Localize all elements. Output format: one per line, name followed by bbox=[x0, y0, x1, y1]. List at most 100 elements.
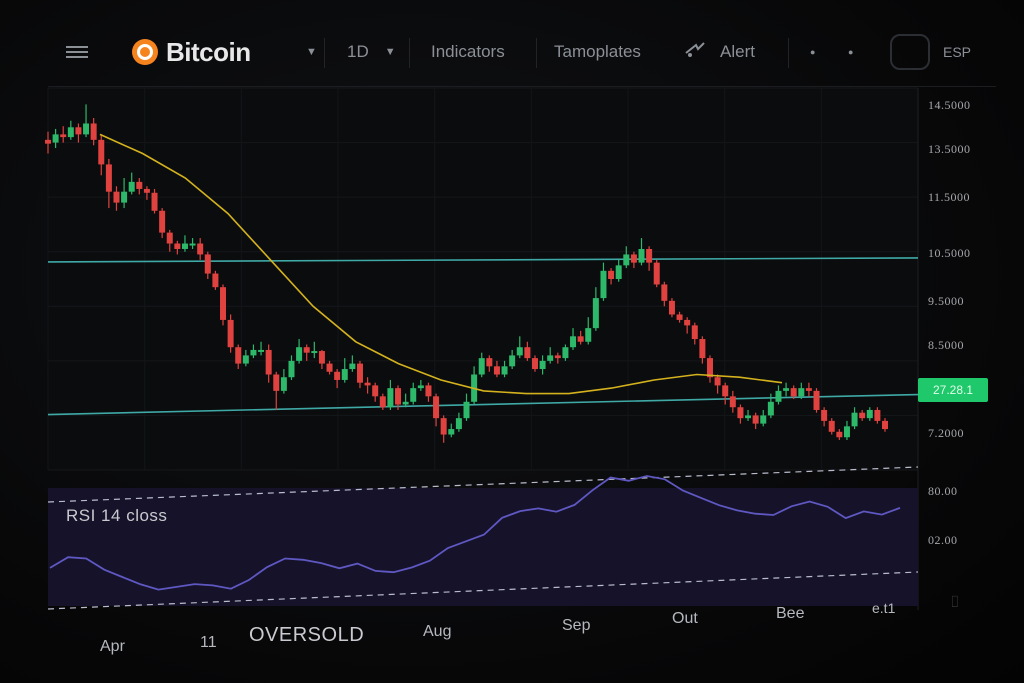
candle-body bbox=[136, 181, 143, 189]
candle-body bbox=[372, 385, 379, 397]
candle-body bbox=[752, 415, 759, 424]
alert-label: Alert bbox=[720, 42, 755, 61]
current-price-tag: 27.28.1 bbox=[918, 378, 988, 402]
fullscreen-button[interactable] bbox=[890, 18, 930, 86]
candle-body bbox=[143, 188, 150, 193]
alert-button[interactable]: Alert bbox=[684, 18, 755, 86]
candle-body bbox=[83, 123, 90, 135]
candle-body bbox=[425, 385, 432, 397]
candle-body bbox=[265, 349, 272, 375]
candle-body bbox=[197, 243, 204, 255]
candle-body bbox=[554, 355, 561, 359]
candle-body bbox=[661, 284, 668, 301]
candle-body bbox=[151, 192, 158, 211]
candle-body bbox=[836, 431, 843, 438]
candle-body bbox=[356, 363, 363, 383]
candle-body bbox=[866, 409, 873, 419]
candle-body bbox=[714, 377, 721, 386]
candle-body bbox=[600, 270, 607, 299]
candle-body bbox=[455, 418, 462, 430]
x-tick-label: Bee bbox=[776, 605, 805, 622]
candle-body bbox=[220, 287, 227, 320]
candle-body bbox=[128, 181, 135, 192]
candle-body bbox=[592, 298, 599, 329]
rsi-upper-band bbox=[47, 466, 919, 503]
undo-icon[interactable]: ● bbox=[810, 47, 816, 57]
candle-body bbox=[402, 401, 409, 405]
redo-icon[interactable]: ● bbox=[848, 47, 854, 57]
candle-body bbox=[440, 418, 447, 435]
candle-body bbox=[90, 123, 97, 140]
candle-body bbox=[52, 134, 59, 143]
candle-body bbox=[326, 363, 333, 372]
menu-icon[interactable] bbox=[66, 18, 90, 86]
candle-body bbox=[653, 262, 660, 285]
price-axis-label: 14.5000 bbox=[928, 98, 971, 112]
candle-body bbox=[539, 360, 546, 370]
candle-body bbox=[745, 415, 752, 419]
candle-body bbox=[851, 412, 858, 427]
candle-body bbox=[570, 336, 577, 348]
candle-body bbox=[395, 388, 402, 405]
candle-body bbox=[45, 139, 51, 144]
candle-body bbox=[501, 366, 508, 375]
toolbar-divider bbox=[409, 38, 410, 68]
symbol-selector[interactable]: Bitcoin bbox=[132, 18, 251, 86]
candle-body bbox=[433, 396, 440, 419]
candle-body bbox=[303, 347, 310, 353]
candle-body bbox=[608, 270, 615, 279]
candle-body bbox=[630, 254, 637, 263]
candle-body bbox=[547, 355, 554, 361]
toolbar-divider bbox=[536, 38, 537, 68]
candle-body bbox=[577, 336, 584, 342]
candle-body bbox=[318, 351, 325, 364]
candle-body bbox=[531, 358, 538, 370]
candle-body bbox=[516, 347, 523, 356]
candle-body bbox=[646, 248, 653, 263]
candle-body bbox=[615, 265, 622, 279]
price-axis-label: 10.5000 bbox=[928, 246, 971, 260]
candle-body bbox=[737, 407, 744, 419]
rsi-pane bbox=[48, 488, 918, 606]
candle-body bbox=[235, 347, 242, 364]
price-axis-label: 11.5000 bbox=[928, 190, 971, 204]
rsi-axis-label: 02.00 bbox=[928, 533, 958, 547]
candle-body bbox=[706, 358, 713, 378]
candle-body bbox=[448, 429, 455, 435]
horizontal-level-line bbox=[47, 257, 919, 263]
x-tick-label: Sep bbox=[562, 617, 591, 634]
indicators-button[interactable]: Indicators bbox=[431, 18, 505, 86]
moving-average-line bbox=[99, 133, 783, 395]
candle-body bbox=[334, 371, 341, 380]
x-tick-label: Aug bbox=[423, 623, 452, 640]
horizontal-level-line bbox=[47, 393, 919, 416]
candle-body bbox=[760, 415, 767, 424]
candle-body bbox=[722, 385, 729, 397]
candle-body bbox=[60, 134, 67, 138]
candle-body bbox=[349, 363, 356, 370]
candle-body bbox=[684, 319, 691, 326]
interval-selector[interactable]: 1D ▼ bbox=[347, 18, 396, 86]
price-axis-label: 8.5000 bbox=[928, 338, 964, 352]
rsi-line bbox=[49, 475, 901, 591]
candle-body bbox=[98, 139, 105, 165]
candle-body bbox=[562, 347, 569, 359]
price-axis-label: 7.2000 bbox=[928, 426, 964, 440]
templates-button[interactable]: Tamoplates bbox=[554, 18, 641, 86]
candle-body bbox=[166, 232, 173, 244]
candle-body bbox=[242, 355, 249, 364]
x-tick-label: e.t1 bbox=[872, 600, 896, 616]
candle-body bbox=[798, 388, 805, 397]
settings-button[interactable]: ESP bbox=[943, 18, 971, 86]
candle-body bbox=[379, 396, 386, 408]
candle-body bbox=[623, 254, 630, 266]
bitcoin-logo-icon bbox=[132, 39, 158, 65]
candle-body bbox=[212, 273, 219, 288]
candle-body bbox=[729, 396, 736, 408]
rsi-label: RSI 14 closs bbox=[66, 506, 168, 525]
candle-body bbox=[159, 210, 166, 233]
scale-settings-icon[interactable]: ⌷ bbox=[950, 594, 960, 611]
symbol-dropdown-icon[interactable]: ▼ bbox=[306, 46, 317, 58]
